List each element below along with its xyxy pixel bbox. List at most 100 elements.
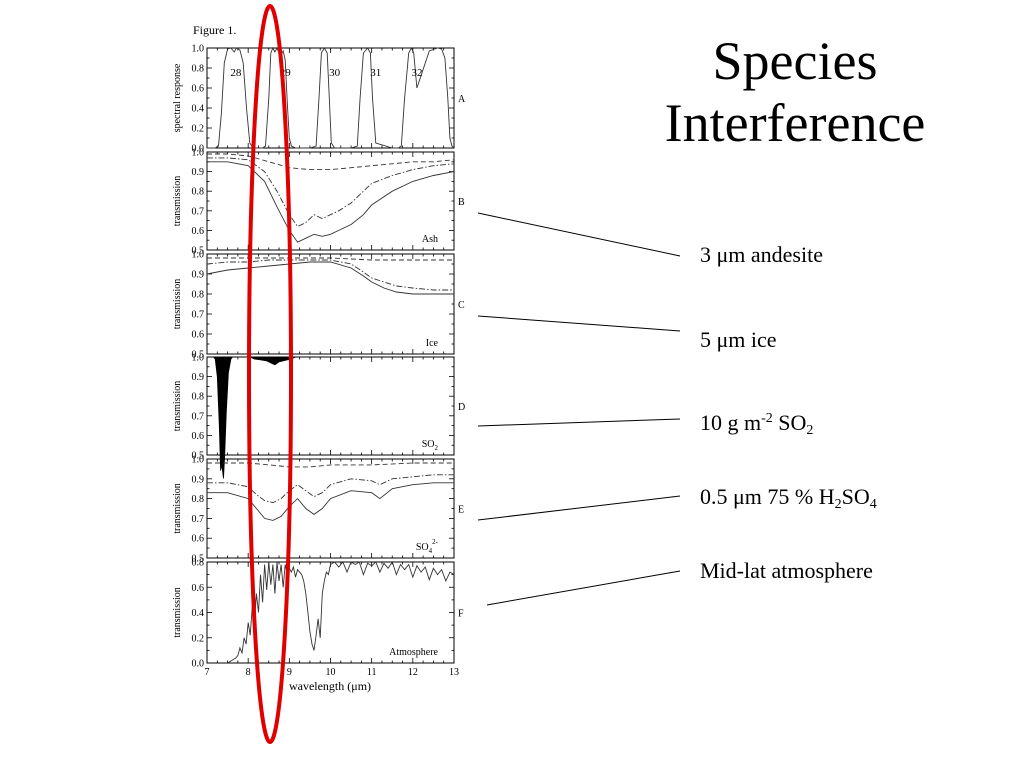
y-tick-label: 0.6 <box>192 534 205 545</box>
panel-E: 0.5 0.6 0.7 0.8 0.9 1.0 transmission E SO42- <box>172 455 464 565</box>
x-tick-labels: 7 8 9 10 11 12 13 <box>205 667 460 678</box>
panel-annotation: SO2 <box>422 439 439 452</box>
series-0-area <box>212 356 234 479</box>
y-tick-label: 0.5 <box>192 246 205 257</box>
y-tick-label: 0.8 <box>192 290 205 301</box>
annotation-subscript: 2 <box>435 444 439 452</box>
label-part: 3 μm andesite <box>700 242 823 267</box>
y-tick-label: 0.7 <box>192 411 205 422</box>
x-axis-label: wavelength (μm) <box>289 679 371 693</box>
highlight-ellipse <box>247 4 293 744</box>
annotation-text: SO <box>422 439 435 450</box>
y-tick-label: 0.6 <box>192 583 205 594</box>
y-tick-label: 0.6 <box>192 330 205 341</box>
series-1-area <box>250 356 296 366</box>
panel-frame <box>206 47 455 149</box>
series-0-line <box>207 46 455 149</box>
y-tick-label: 1.0 <box>192 44 205 55</box>
band-label: 29 <box>280 67 292 79</box>
label-part: Mid-lat atmosphere <box>700 558 873 583</box>
series-1-line <box>207 157 455 228</box>
title-line-1: Species <box>712 31 878 91</box>
panel-letter: D <box>458 402 465 413</box>
y-tick-label: 1.0 <box>192 353 205 364</box>
band-label: 28 <box>230 67 242 79</box>
label-part: 2 <box>806 423 814 438</box>
y-tick-label: 0.8 <box>192 392 205 403</box>
figure-caption: Figure 1. <box>193 23 236 37</box>
y-tick-label: 0.5 <box>192 350 205 361</box>
panel-C: 0.5 0.6 0.7 0.8 0.9 1.0 transmission C Ice <box>172 250 465 361</box>
y-axis-label: transmission <box>172 587 183 638</box>
series-1-line <box>207 474 454 504</box>
panel-frame <box>206 561 455 664</box>
y-tick-label: 0.6 <box>192 431 205 442</box>
series-2-line <box>207 462 454 468</box>
label-part: 4 <box>869 497 877 512</box>
label-part: -2 <box>761 411 773 426</box>
label-part: 2 <box>834 497 842 512</box>
y-tick-label: 1.0 <box>192 455 205 466</box>
y-tick-label: 1.0 <box>192 250 205 261</box>
y-tick-label: 0.6 <box>192 84 205 95</box>
panel-letter: C <box>458 300 465 311</box>
x-tick-label: 8 <box>246 667 251 678</box>
x-tick-label: 13 <box>449 667 459 678</box>
y-tick-label: 0.4 <box>192 608 205 619</box>
panel-letter: B <box>458 197 465 208</box>
y-tick-label: 0.4 <box>192 104 205 115</box>
label-part: SO <box>772 410 807 435</box>
y-tick-label: 0.2 <box>192 124 205 135</box>
y-axis-label: spectral response <box>172 63 183 132</box>
band-label: 32 <box>411 67 422 79</box>
y-tick-label: 0.5 <box>192 451 205 462</box>
band-label: 30 <box>329 67 341 79</box>
panel-frame <box>206 458 455 559</box>
x-tick-label: 7 <box>205 667 210 678</box>
series-0-line <box>227 560 455 664</box>
panel-frame <box>206 253 455 355</box>
series-2-line <box>207 257 454 261</box>
y-tick-label: 0.7 <box>192 514 205 525</box>
panel-annotation: SO42- <box>416 538 439 555</box>
y-axis-label: transmission <box>172 381 183 432</box>
panel-annotation: Ice <box>426 338 439 349</box>
pointer-line <box>477 495 681 521</box>
pointer-line <box>477 212 681 257</box>
panel-letter: F <box>458 609 464 620</box>
y-tick-label: 0.9 <box>192 167 205 178</box>
panel-D: 0.5 0.6 0.7 0.8 0.9 1.0 transmission D SO2 <box>172 353 465 479</box>
pointer-lines <box>477 212 681 606</box>
y-tick-label: 0.0 <box>192 659 205 670</box>
pointer-line <box>477 418 681 427</box>
panel-frame <box>206 151 455 251</box>
y-tick-label: 0.8 <box>192 558 205 569</box>
series-0-line <box>207 161 455 243</box>
y-tick-label: 0.8 <box>192 494 205 505</box>
y-tick-label: 0.9 <box>192 372 205 383</box>
y-tick-label: 1.0 <box>192 148 205 159</box>
label-andesite: 3 μm andesite <box>700 242 823 268</box>
y-tick-label: 0.8 <box>192 187 205 198</box>
y-tick-label: 0.5 <box>192 554 205 565</box>
series-1-line <box>206 259 454 291</box>
annotation-superscript: 2- <box>432 538 439 546</box>
series-0-line <box>207 482 454 521</box>
label-part: SO <box>841 484 870 509</box>
panel-letter: A <box>458 94 466 105</box>
y-tick-label: 0.6 <box>192 226 205 237</box>
label-part: 5 μm ice <box>700 327 777 352</box>
annotation-text: Ice <box>426 338 439 349</box>
annotation-text: SO <box>416 542 429 553</box>
label-atmosphere: Mid-lat atmosphere <box>700 558 873 584</box>
x-tick-label: 9 <box>287 667 292 678</box>
series-0-line <box>206 261 454 295</box>
y-axis-label: transmission <box>172 279 183 330</box>
x-tick-label: 12 <box>408 667 418 678</box>
x-tick-label: 10 <box>326 667 336 678</box>
label-ice: 5 μm ice <box>700 327 777 353</box>
y-tick-label: 0.2 <box>192 633 205 644</box>
annotation-text: Ash <box>422 234 438 245</box>
